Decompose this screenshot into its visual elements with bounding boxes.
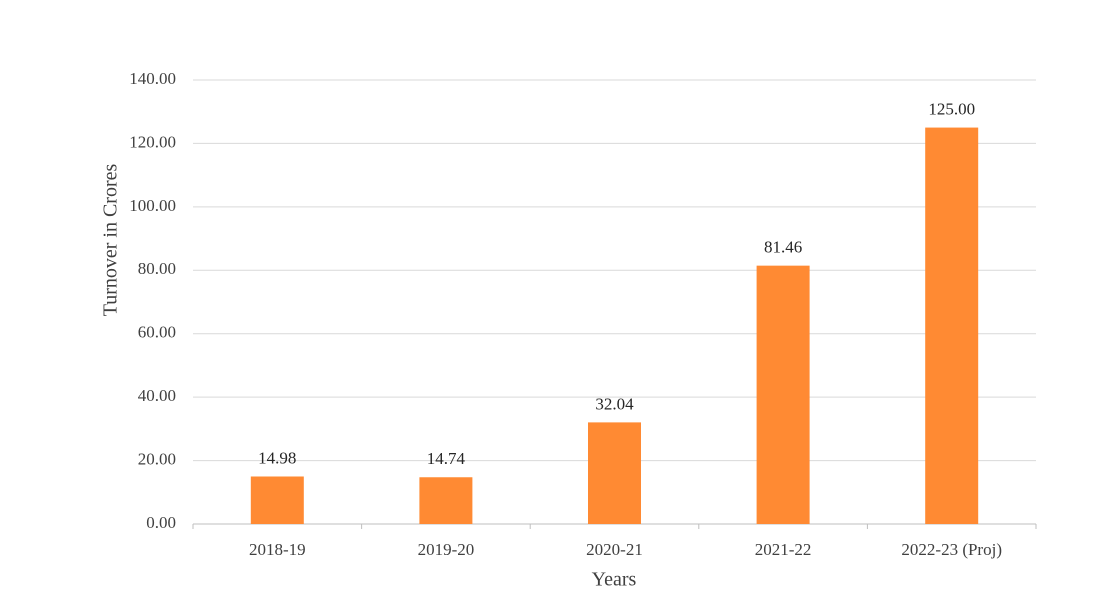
y-tick-label: 100.00 bbox=[129, 196, 176, 215]
y-axis-title: Turnover in Crores bbox=[100, 163, 122, 316]
x-tick-label: 2021-22 bbox=[755, 540, 812, 559]
bar bbox=[250, 476, 304, 524]
bar bbox=[756, 265, 810, 524]
bar bbox=[419, 477, 473, 524]
x-tick-label: 2018-19 bbox=[249, 540, 306, 559]
y-tick-label: 120.00 bbox=[129, 132, 176, 151]
y-tick-label: 0.00 bbox=[146, 513, 176, 532]
x-tick-label: 2020-21 bbox=[586, 540, 643, 559]
y-tick-label: 80.00 bbox=[138, 259, 176, 278]
y-tick-label: 20.00 bbox=[138, 449, 176, 468]
x-axis-title: Years bbox=[592, 569, 637, 591]
x-tick-label: 2022-23 (Proj) bbox=[901, 540, 1002, 559]
x-tick-label: 2019-20 bbox=[418, 540, 475, 559]
y-tick-label: 60.00 bbox=[138, 323, 176, 342]
bar bbox=[588, 422, 641, 524]
data-label: 32.04 bbox=[595, 394, 634, 413]
data-label: 14.74 bbox=[427, 449, 466, 468]
data-label: 125.00 bbox=[928, 99, 975, 118]
y-tick-label: 40.00 bbox=[138, 386, 176, 405]
bar bbox=[925, 127, 979, 525]
y-tick-label: 140.00 bbox=[129, 69, 176, 88]
data-label: 81.46 bbox=[764, 238, 802, 257]
data-label: 14.98 bbox=[258, 448, 296, 467]
